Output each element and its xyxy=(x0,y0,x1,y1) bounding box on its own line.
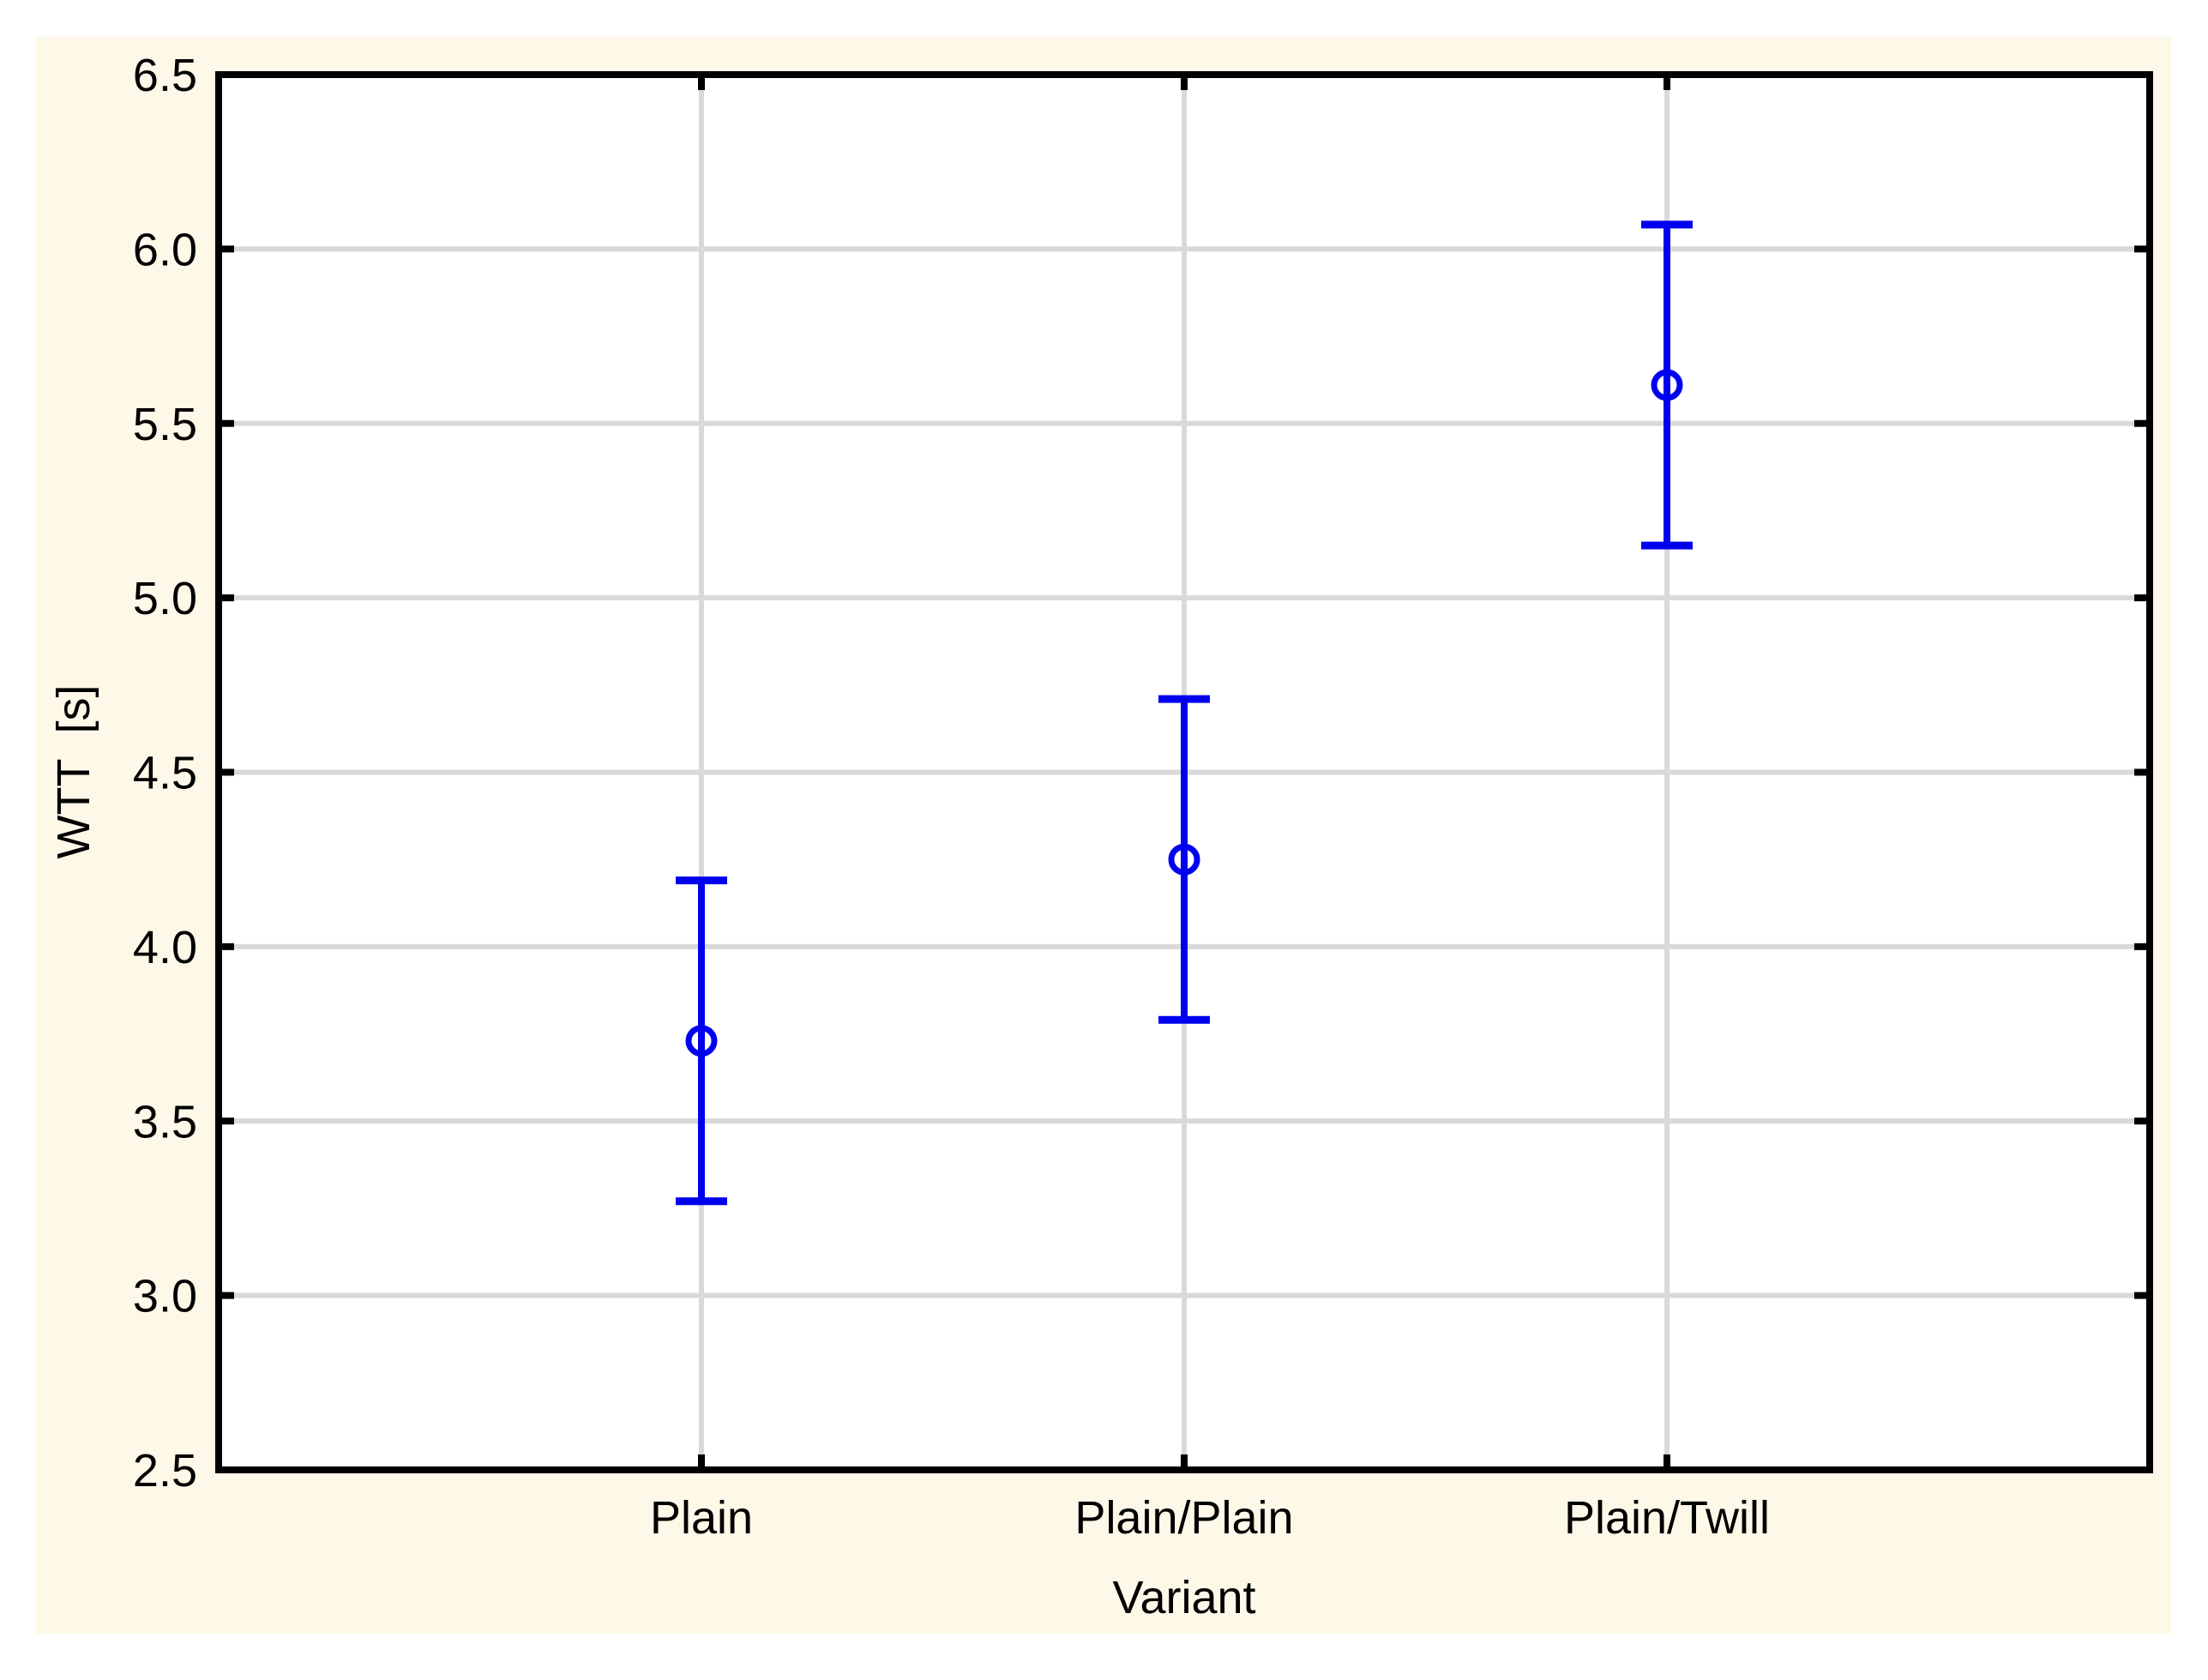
y-tick-label: 3.0 xyxy=(133,1271,197,1322)
y-tick-label: 2.5 xyxy=(133,1445,197,1496)
y-tick-label: 6.0 xyxy=(133,224,197,275)
x-category-label: Plain/Plain xyxy=(1074,1492,1293,1544)
y-tick-label: 5.5 xyxy=(133,399,197,450)
y-tick-label: 4.5 xyxy=(133,748,197,799)
mean-marker-circle xyxy=(1168,843,1200,876)
y-axis-title: WTT [s] xyxy=(48,685,99,859)
data-layer xyxy=(676,220,1693,1206)
x-axis-title: Variant xyxy=(1112,1572,1255,1623)
y-tick-label: 5.0 xyxy=(133,573,197,624)
error-bar-plain-plain xyxy=(1158,695,1210,1024)
frame-layer xyxy=(215,71,2153,1473)
y-tick-label: 6.5 xyxy=(133,50,197,101)
mean-marker-circle xyxy=(685,1025,718,1057)
mean-marker-circle xyxy=(1651,369,1683,401)
y-tick-label: 3.5 xyxy=(133,1096,197,1147)
plot-frame xyxy=(215,71,2153,1473)
y-tick-label: 4.0 xyxy=(133,922,197,973)
x-category-label: Plain/Twill xyxy=(1564,1492,1770,1544)
error-bar-plain xyxy=(676,876,727,1206)
error-bar-plain-twill xyxy=(1641,220,1693,550)
label-layer: 6.5 6.0 5.5 5.0 4.5 4.0 3.5 3.0 2.5 Plain Plain/Pl… xyxy=(133,50,1770,1544)
x-category-label: Plain xyxy=(650,1492,753,1544)
